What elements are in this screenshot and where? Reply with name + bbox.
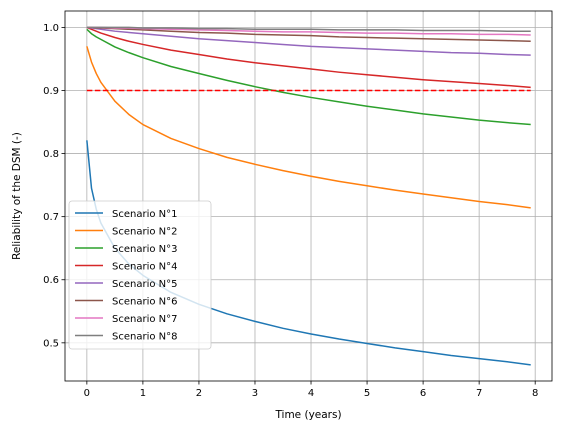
x-tick-label: 4 (308, 388, 314, 399)
series-line-scenario-2 (86, 46, 531, 209)
y-tick-label: 0.6 (43, 275, 59, 286)
x-tick-label: 5 (364, 388, 370, 399)
y-tick-label: 0.7 (43, 212, 59, 223)
x-tick-label: 2 (196, 388, 202, 399)
x-tick-label: 6 (420, 388, 426, 399)
legend-label-scenario-5: Scenario N°5 (112, 279, 178, 290)
x-tick-label: 7 (476, 388, 482, 399)
y-axis-label: Reliability of the DSM (-) (11, 132, 23, 260)
legend-label-scenario-1: Scenario N°1 (112, 209, 178, 220)
legend-label-scenario-3: Scenario N°3 (112, 244, 178, 255)
legend-label-scenario-6: Scenario N°6 (112, 297, 178, 308)
x-tick-label: 3 (252, 388, 258, 399)
y-tick-label: 0.5 (43, 338, 59, 349)
series-line-scenario-5 (86, 26, 531, 56)
legend-label-scenario-8: Scenario N°8 (112, 332, 178, 343)
y-tick-label: 0.8 (43, 149, 59, 160)
legend-label-scenario-2: Scenario N°2 (112, 227, 178, 238)
legend-label-scenario-4: Scenario N°4 (112, 262, 178, 273)
series-line-scenario-8 (86, 26, 531, 32)
x-tick-label: 8 (532, 388, 538, 399)
x-tick-label: 0 (84, 388, 90, 399)
plot-frame (64, 10, 553, 382)
x-tick-label: 1 (140, 388, 146, 399)
series-line-scenario-4 (86, 26, 531, 89)
x-axis-label: Time (years) (274, 409, 341, 421)
y-tick-label: 0.9 (43, 86, 59, 97)
series-lines (86, 26, 531, 366)
axis-ticks: 0 1 2 3 4 5 6 7 8 0.5 0.6 0.7 0.8 0.9 1.0 (43, 23, 538, 399)
legend: Scenario N°1 Scenario N°2 Scenario N°3 Scen… (68, 200, 212, 350)
y-tick-label: 1.0 (43, 23, 59, 34)
legend-frame (68, 200, 212, 350)
series-line-scenario-3 (86, 28, 531, 126)
legend-label-scenario-7: Scenario N°7 (112, 314, 178, 325)
